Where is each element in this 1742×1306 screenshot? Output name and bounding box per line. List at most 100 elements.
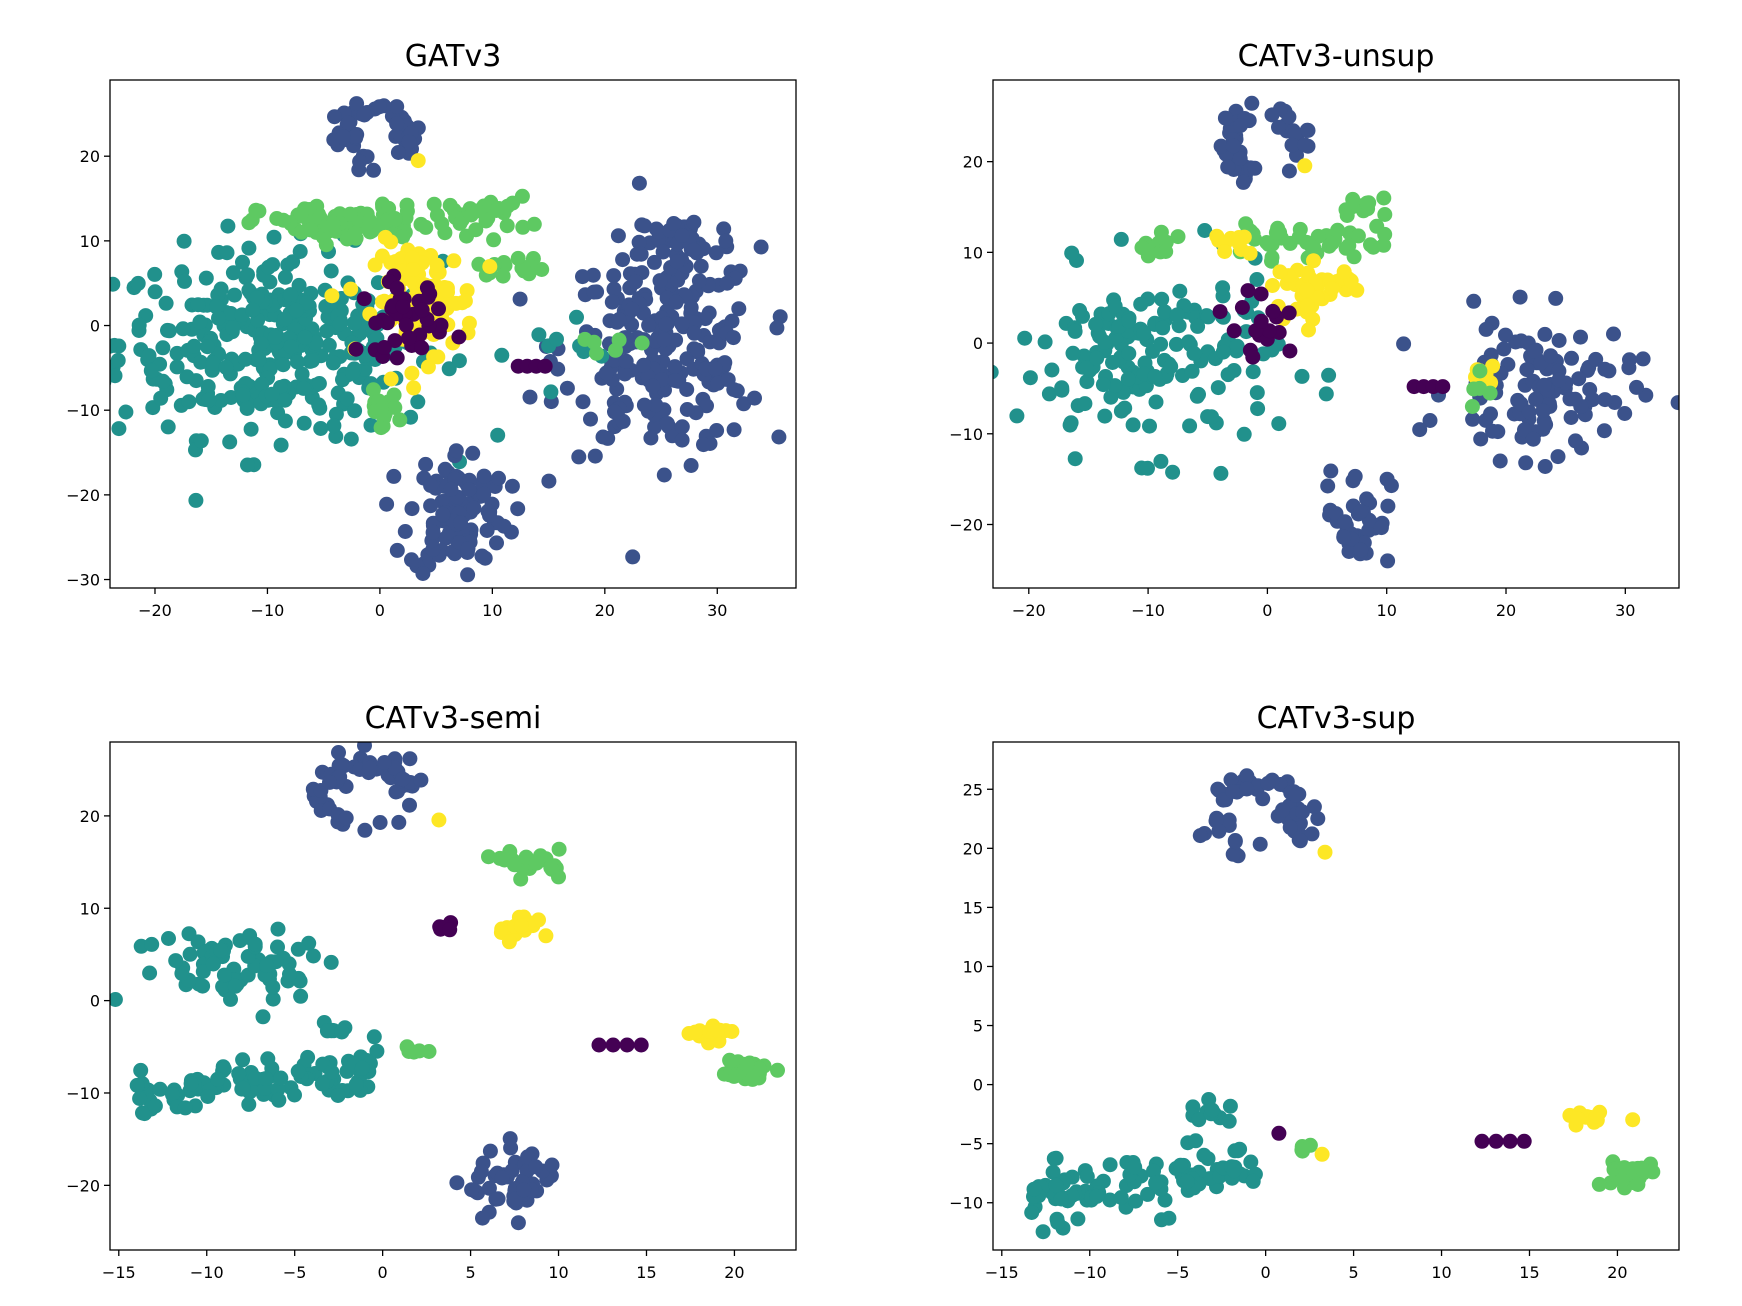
data-point: [435, 506, 451, 522]
data-point: [334, 1024, 350, 1040]
data-point: [591, 1037, 607, 1053]
data-point: [460, 567, 476, 583]
data-point: [1550, 449, 1566, 465]
data-point: [340, 115, 356, 131]
cluster-purple: [591, 1037, 649, 1053]
data-point: [679, 382, 695, 397]
data-point: [245, 302, 261, 318]
data-point: [323, 954, 339, 970]
data-point: [1591, 1176, 1607, 1192]
cluster-navy: [512, 175, 788, 565]
data-point: [387, 333, 403, 349]
data-point: [1264, 249, 1280, 265]
data-point: [349, 96, 365, 112]
data-point: [346, 315, 362, 331]
data-point: [709, 423, 725, 438]
data-point: [569, 309, 584, 325]
data-point: [667, 359, 683, 375]
data-point: [1573, 329, 1588, 345]
data-point: [1230, 1143, 1246, 1159]
x-tick-label: 20: [1496, 601, 1516, 620]
cluster-yellow: [431, 812, 447, 828]
data-point: [339, 391, 355, 407]
y-tick-label: −30: [66, 571, 100, 590]
data-point: [1465, 411, 1481, 427]
data-point: [251, 351, 267, 367]
data-point: [1373, 520, 1389, 536]
data-point: [656, 332, 672, 348]
data-point: [426, 196, 442, 212]
data-point: [372, 815, 388, 830]
x-tick-label: 0: [1261, 1263, 1271, 1282]
data-point: [466, 500, 482, 516]
data-point: [1239, 768, 1255, 784]
data-point: [1369, 218, 1385, 234]
data-point: [1528, 391, 1544, 407]
data-point: [1281, 305, 1297, 321]
data-point: [482, 508, 497, 523]
data-point: [478, 213, 494, 229]
data-point: [273, 1070, 289, 1086]
data-point: [1625, 1112, 1641, 1128]
x-tick-label: 10: [548, 1263, 568, 1282]
data-point: [430, 349, 446, 365]
data-point: [465, 445, 481, 461]
x-tick-label: 15: [1519, 1263, 1539, 1282]
data-point: [404, 552, 419, 568]
data-point: [129, 1077, 145, 1093]
data-point: [972, 352, 987, 367]
y-tick-label: 10: [80, 232, 100, 251]
data-point: [522, 389, 538, 405]
data-point: [235, 1052, 251, 1068]
data-point: [1324, 235, 1340, 251]
data-point: [1422, 413, 1438, 428]
data-point: [240, 457, 255, 473]
data-point: [193, 354, 209, 370]
data-point: [323, 263, 339, 279]
data-point: [1154, 291, 1170, 307]
data-point: [1324, 281, 1340, 297]
data-point: [418, 219, 434, 235]
data-point: [347, 403, 363, 419]
data-point: [383, 234, 399, 250]
data-point: [550, 361, 566, 377]
data-point: [283, 287, 299, 303]
data-point: [110, 377, 112, 387]
data-point: [1300, 122, 1316, 138]
data-point: [110, 338, 118, 354]
scatter-points: [110, 742, 785, 1231]
data-point: [659, 416, 675, 431]
data-point: [451, 353, 467, 369]
data-point: [153, 390, 169, 406]
data-point: [1588, 351, 1604, 367]
data-point: [1217, 110, 1233, 126]
data-point: [390, 145, 406, 160]
data-point: [277, 311, 293, 327]
data-point: [391, 814, 407, 830]
data-point: [179, 369, 195, 385]
data-point: [1120, 371, 1136, 387]
data-point: [181, 394, 197, 410]
data-point: [1113, 403, 1129, 419]
data-point: [182, 946, 198, 962]
data-point: [770, 1062, 785, 1078]
data-point: [1222, 1098, 1238, 1114]
data-point: [1147, 369, 1163, 384]
data-point: [376, 340, 392, 355]
data-point: [1275, 802, 1291, 818]
data-point: [707, 361, 723, 377]
data-point: [1225, 846, 1241, 862]
data-point: [643, 430, 659, 446]
data-point: [324, 1064, 340, 1080]
data-point: [1525, 431, 1541, 447]
data-point: [1284, 137, 1300, 153]
data-point: [624, 301, 640, 317]
data-point: [446, 597, 461, 612]
data-point: [1127, 1159, 1143, 1175]
data-point: [277, 392, 293, 408]
data-point: [0, 281, 6, 296]
data-point: [198, 270, 214, 286]
data-point: [429, 257, 445, 273]
data-point: [1186, 345, 1202, 361]
data-point: [399, 197, 415, 213]
